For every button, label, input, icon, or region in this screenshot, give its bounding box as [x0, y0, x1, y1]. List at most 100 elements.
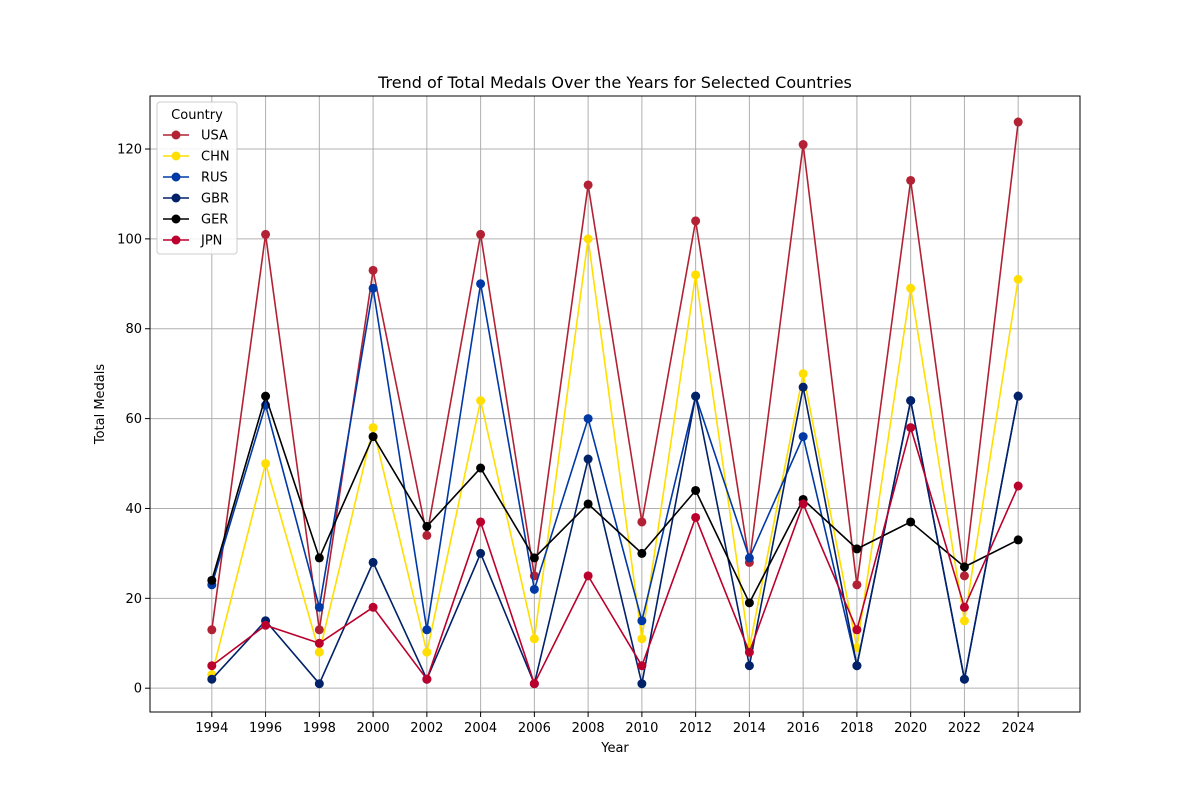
legend-swatch-marker [171, 151, 181, 161]
x-tick-label: 2002 [410, 721, 443, 736]
legend-label: JPN [200, 234, 222, 249]
x-tick-label: 2008 [572, 721, 605, 736]
data-point-usa [637, 517, 647, 527]
data-point-chn [798, 369, 808, 379]
data-point-gbr [798, 382, 808, 392]
data-point-jpn [368, 602, 378, 612]
x-tick-label: 2012 [679, 721, 712, 736]
x-tick-label: 2016 [787, 721, 820, 736]
data-point-chn [476, 396, 486, 406]
data-point-gbr [852, 661, 862, 671]
x-tick-label: 2022 [948, 721, 981, 736]
x-tick-label: 2004 [464, 721, 497, 736]
data-point-ger [529, 553, 539, 563]
data-point-usa [261, 229, 271, 239]
data-point-ger [1013, 535, 1023, 545]
data-point-usa [691, 216, 701, 226]
y-tick-label: 120 [117, 143, 142, 158]
data-point-rus [314, 602, 324, 612]
data-point-ger [476, 463, 486, 473]
data-point-jpn [906, 423, 916, 433]
legend-item-ger: GER [163, 213, 228, 228]
legend-title: Country [171, 108, 223, 123]
y-tick-label: 20 [125, 592, 142, 607]
y-tick-label: 0 [134, 682, 142, 697]
data-point-rus [529, 584, 539, 594]
data-point-rus [637, 616, 647, 626]
data-point-chn [906, 283, 916, 293]
legend-swatch-marker [171, 130, 181, 140]
legend-item-usa: USA [163, 129, 228, 144]
x-tick-label: 2014 [733, 721, 766, 736]
data-point-usa [798, 140, 808, 150]
data-point-usa [583, 180, 593, 190]
data-point-chn [583, 234, 593, 244]
data-point-chn [422, 647, 432, 657]
x-axis-label: Year [600, 741, 629, 756]
data-point-usa [906, 175, 916, 185]
data-point-ger [314, 553, 324, 563]
data-point-ger [959, 562, 969, 572]
data-point-chn [959, 616, 969, 626]
data-point-usa [422, 530, 432, 540]
chart-title: Trend of Total Medals Over the Years for… [377, 73, 852, 92]
data-point-jpn [583, 571, 593, 581]
y-axis-label: Total Medals [93, 364, 108, 446]
data-point-jpn [691, 512, 701, 522]
y-axis-ticks: 0 20 40 60 80 100 120 [117, 143, 150, 697]
data-point-gbr [691, 391, 701, 401]
data-point-jpn [959, 602, 969, 612]
data-point-ger [637, 548, 647, 558]
legend-label: GER [201, 213, 228, 228]
series-line-chn [211, 238, 1019, 675]
data-point-gbr [368, 557, 378, 567]
x-tick-label: 1998 [303, 721, 336, 736]
data-point-usa [1013, 117, 1023, 127]
data-point-rus [798, 432, 808, 442]
data-point-usa [476, 229, 486, 239]
series-line-ger [211, 395, 1019, 604]
data-point-jpn [1013, 481, 1023, 491]
data-point-gbr [959, 674, 969, 684]
data-point-rus [368, 283, 378, 293]
series-line-gbr [211, 386, 1019, 685]
data-point-ger [368, 432, 378, 442]
x-axis-ticks: 1994 1996 1998 2000 2002 2004 2006 2008 2010 2012… [195, 712, 1035, 736]
x-tick-label: 1996 [249, 721, 282, 736]
y-tick-label: 40 [125, 502, 142, 517]
legend-label: USA [201, 129, 228, 144]
legend-item-rus: RUS [163, 171, 228, 186]
series-line-jpn [211, 426, 1019, 685]
data-point-ger [207, 575, 217, 585]
data-point-chn [637, 634, 647, 644]
legend-swatch-marker [171, 172, 181, 182]
data-point-chn [529, 634, 539, 644]
legend-item-gbr: GBR [163, 192, 229, 207]
data-point-ger [422, 521, 432, 531]
data-point-ger [906, 517, 916, 527]
data-point-gbr [314, 679, 324, 689]
data-point-usa [959, 571, 969, 581]
x-tick-label: 2018 [840, 721, 873, 736]
data-point-ger [744, 598, 754, 608]
data-point-gbr [744, 661, 754, 671]
y-tick-label: 100 [117, 232, 142, 247]
legend-label: CHN [201, 150, 230, 165]
series-jpn [207, 423, 1023, 689]
data-point-usa [852, 580, 862, 590]
data-point-rus [422, 625, 432, 635]
data-point-usa [368, 265, 378, 275]
x-tick-label: 2020 [894, 721, 927, 736]
series-ger [207, 391, 1023, 608]
data-point-ger [261, 391, 271, 401]
data-point-jpn [314, 638, 324, 648]
data-point-rus [583, 414, 593, 424]
x-tick-label: 2010 [625, 721, 658, 736]
data-point-chn [261, 459, 271, 469]
data-point-chn [368, 423, 378, 433]
data-point-gbr [906, 396, 916, 406]
data-point-jpn [798, 499, 808, 509]
data-point-gbr [1013, 391, 1023, 401]
legend-item-chn: CHN [163, 150, 230, 165]
data-point-ger [852, 544, 862, 554]
